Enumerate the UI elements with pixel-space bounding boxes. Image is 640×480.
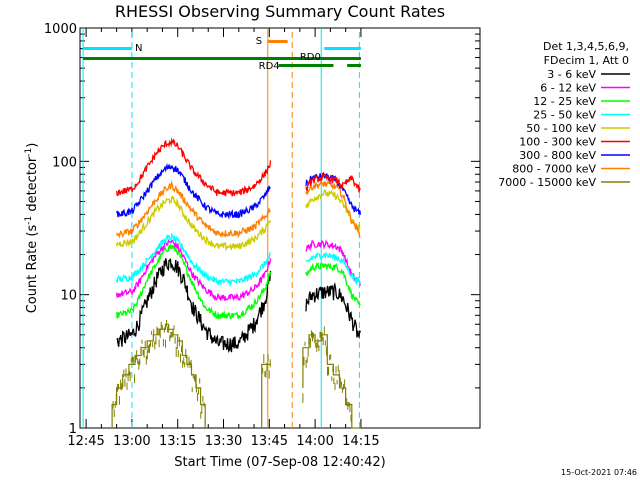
n-label: N (135, 43, 142, 54)
y-axis-label-mid: detector (25, 156, 40, 216)
chart-title: RHESSI Observing Summary Count Rates (115, 2, 445, 21)
series-line (115, 232, 272, 287)
legend-item-label: 800 - 7000 keV (512, 163, 596, 176)
series-line (115, 137, 272, 197)
rd4-bar (347, 64, 361, 67)
x-tick-label: 14:15 (342, 434, 379, 449)
s-bar (267, 40, 288, 43)
legend-item-label: 12 - 25 keV (533, 95, 596, 108)
series-line (305, 282, 362, 340)
rd0-bar (83, 57, 361, 60)
legend-item-label: 300 - 800 keV (519, 149, 596, 162)
legend-item-label: 3 - 6 keV (547, 68, 596, 81)
legend: Det 1,3,4,5,6,9, FDecim 1, Att 0 3 - 6 k… (498, 40, 630, 189)
series-line (305, 238, 362, 286)
legend-item-label: 7000 - 15000 keV (498, 176, 596, 189)
series-line (305, 261, 361, 306)
y-tick-label: 100 (52, 155, 77, 170)
s-label: S (256, 36, 262, 47)
series-line (115, 162, 271, 220)
x-tick-label: 13:30 (205, 434, 242, 449)
y-tick-label: 10 (60, 289, 77, 304)
legend-item-label: 50 - 100 keV (526, 122, 596, 135)
legend-header-line2: FDecim 1, Att 0 (544, 54, 629, 67)
y-axis-label-sup1: -1 (24, 216, 34, 225)
y-axis-label-main: Count Rate (s (25, 225, 40, 314)
x-tick-label: 13:00 (113, 434, 150, 449)
x-axis-label: Start Time (07-Sep-08 12:40:42) (174, 455, 385, 470)
series-noise (112, 320, 206, 427)
legend-item-label: 25 - 50 keV (533, 109, 596, 122)
axis-ticks: 12:45 13:00 13:15 13:30 13:45 14:00 14:15 1 10 10… (44, 22, 480, 449)
y-tick-label: 1000 (44, 22, 77, 37)
state-bars: N S RD0 RD4 (83, 36, 361, 72)
plot-area (79, 27, 481, 429)
rd0-label: RD0 (300, 52, 321, 63)
footer-timestamp: 15-Oct-2021 07:46 (561, 468, 637, 477)
legend-header-line1: Det 1,3,4,5,6,9, (543, 40, 629, 53)
x-tick-label: 12:45 (67, 434, 104, 449)
y-axis-label-sup2: -1 (24, 148, 34, 157)
series-noise (262, 354, 271, 379)
x-tick-label: 14:00 (296, 434, 333, 449)
y-tick-label: 1 (69, 422, 77, 437)
series-line (115, 195, 272, 252)
x-tick-label: 13:15 (159, 434, 196, 449)
legend-item-label: 6 - 12 keV (540, 82, 596, 95)
data-series (111, 137, 362, 429)
series-line (115, 180, 271, 239)
series-line (305, 251, 362, 286)
series-line (305, 179, 361, 238)
series-line (305, 172, 361, 193)
series-line (115, 238, 272, 301)
legend-item-label: 100 - 300 keV (519, 136, 596, 149)
y-axis-label: Count Rate (s-1 detector-1) (24, 143, 40, 314)
series-line (115, 242, 272, 320)
x-tick-label: 13:45 (251, 434, 288, 449)
y-axis-label-end: ) (25, 143, 40, 148)
series-line (116, 258, 272, 354)
n-bar (324, 47, 361, 50)
series-line (261, 363, 271, 428)
series-line (302, 334, 361, 429)
rd4-bar (278, 64, 334, 67)
n-bar (83, 47, 132, 50)
series-noise (302, 326, 352, 422)
rd4-label: RD4 (259, 61, 280, 72)
